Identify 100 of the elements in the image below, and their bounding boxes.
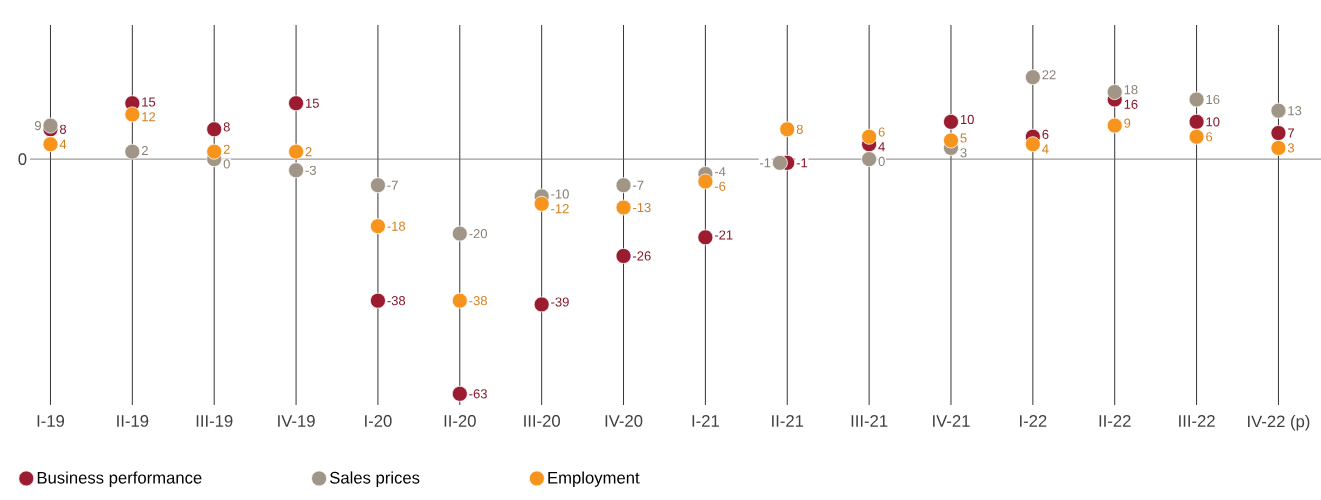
x-tick-label: III-21 — [851, 415, 888, 427]
data-label: -7 — [387, 180, 398, 190]
x-tick-label: I-20 — [365, 415, 392, 427]
point — [861, 128, 878, 145]
data-label: 3 — [960, 148, 967, 158]
data-label: -20 — [469, 229, 488, 239]
legend-label: Employment — [548, 471, 640, 487]
data-label: 9 — [34, 120, 41, 131]
data-label: -13 — [633, 202, 651, 213]
data-label: 6 — [1206, 132, 1213, 142]
data-label: -3 — [305, 165, 316, 175]
data-label: 16 — [1206, 94, 1220, 105]
data-label: 0 — [878, 156, 885, 166]
point — [288, 162, 304, 179]
data-label: -7 — [633, 180, 644, 190]
x-tick-label: I-22 — [1020, 415, 1047, 427]
x-tick-label: IV-20 — [605, 415, 643, 427]
data-label: 4 — [1042, 144, 1049, 154]
x-tick-label: IV-19 — [278, 415, 315, 427]
point — [451, 292, 468, 309]
point — [1270, 125, 1287, 141]
data-label: -1 — [796, 158, 808, 168]
point — [1270, 140, 1287, 156]
point — [943, 113, 959, 130]
data-label: 5 — [960, 133, 967, 143]
point — [206, 121, 223, 138]
ref-line-label: 0 — [18, 153, 27, 166]
data-label: 2 — [223, 144, 230, 154]
data-label: 2 — [305, 147, 312, 157]
data-label: 18 — [1124, 85, 1138, 95]
x-tick-label: III-19 — [196, 415, 233, 427]
point — [615, 199, 632, 216]
point — [42, 136, 59, 153]
point — [1188, 113, 1205, 130]
x-tick-label: III-20 — [524, 415, 560, 427]
point — [1188, 91, 1205, 108]
x-tick-label: I-19 — [37, 415, 65, 427]
data-label: -4 — [714, 167, 726, 177]
point — [42, 117, 59, 134]
data-label: 4 — [878, 142, 885, 152]
data-label: 22 — [1042, 70, 1056, 80]
data-label: 8 — [59, 124, 67, 134]
point — [697, 229, 714, 246]
data-label: 10 — [1206, 117, 1220, 127]
x-tick-label: IV-22 (p) — [1248, 415, 1310, 431]
x-tick-label: I-21 — [692, 415, 719, 427]
point — [1106, 84, 1123, 100]
point — [370, 292, 386, 309]
point — [533, 195, 550, 212]
point — [615, 248, 632, 264]
x-tick-label: II-22 — [1099, 415, 1131, 427]
data-label: 4 — [59, 139, 67, 149]
point — [206, 143, 223, 160]
data-label: 7 — [1288, 128, 1294, 138]
point — [1188, 128, 1205, 145]
x-tick-label: II-19 — [117, 415, 149, 427]
point — [1024, 136, 1041, 153]
data-label: 15 — [305, 98, 319, 108]
point — [1106, 117, 1123, 134]
legend-label: Business performance — [37, 471, 202, 487]
data-label: -12 — [551, 204, 569, 214]
point — [943, 132, 959, 149]
data-label: -6 — [714, 181, 726, 191]
data-label: -39 — [551, 297, 569, 307]
point — [697, 173, 714, 190]
point — [615, 177, 632, 194]
data-label: -10 — [551, 189, 569, 199]
data-label: 6 — [1042, 129, 1049, 139]
data-label: 16 — [1124, 99, 1138, 109]
data-label: -38 — [387, 296, 406, 306]
data-label: -18 — [387, 221, 406, 231]
data-label: 8 — [796, 124, 803, 134]
legend-label: Sales prices — [329, 471, 420, 487]
x-tick-label: II-20 — [444, 415, 476, 427]
point — [451, 385, 468, 402]
point — [124, 143, 141, 160]
data-label: 12 — [142, 112, 156, 122]
data-label: 3 — [1287, 143, 1295, 153]
point — [1024, 69, 1041, 86]
point — [370, 218, 386, 235]
data-label: 2 — [141, 145, 148, 156]
x-tick-label: IV-21 — [933, 415, 970, 427]
data-label: -26 — [633, 251, 651, 261]
point — [288, 95, 304, 112]
data-label: 13 — [1288, 106, 1302, 116]
point — [451, 225, 468, 242]
data-label: -21 — [714, 230, 733, 240]
data-label: 0 — [223, 159, 230, 169]
data-label: -38 — [469, 296, 487, 306]
point — [779, 121, 796, 138]
data-label: -63 — [469, 389, 487, 399]
point — [370, 177, 386, 194]
point — [1270, 102, 1287, 119]
data-label: 8 — [223, 122, 230, 132]
data-label: 10 — [960, 114, 974, 125]
data-label: 9 — [1124, 118, 1131, 128]
x-tick-label: II-21 — [772, 415, 804, 427]
x-tick-label: III-22 — [1179, 415, 1215, 427]
point — [533, 296, 550, 313]
data-label: 15 — [142, 97, 156, 107]
